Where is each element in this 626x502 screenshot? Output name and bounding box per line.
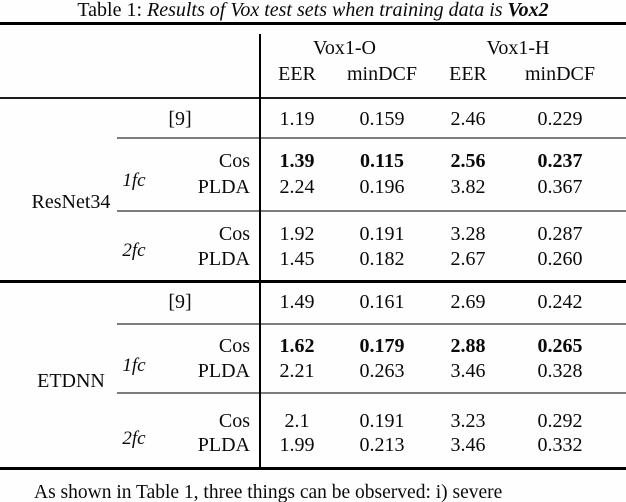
table-row: Cos 2.1 0.191 3.23 0.292 bbox=[0, 408, 626, 434]
table-bottomrule bbox=[0, 467, 626, 470]
table-header-groups: Vox1-O Vox1-H bbox=[0, 35, 626, 61]
metric-value: 0.260 bbox=[537, 248, 583, 270]
method-label: PLDA bbox=[197, 360, 250, 382]
metric-value: 0.287 bbox=[537, 223, 583, 245]
metric-value: 0.191 bbox=[359, 223, 405, 245]
cmidrule bbox=[117, 137, 626, 139]
model-label-resnet34: ResNet34 bbox=[31, 191, 111, 213]
header-rule bbox=[0, 97, 626, 100]
table-row: [9] 1.19 0.159 2.46 0.229 bbox=[0, 106, 626, 132]
table-row: Cos 1.39 0.115 2.56 0.237 bbox=[0, 148, 626, 174]
method-label: Cos bbox=[218, 150, 250, 172]
method-label: Cos bbox=[218, 410, 250, 432]
metric-value: 3.28 bbox=[450, 223, 486, 245]
metric-value: 0.229 bbox=[537, 108, 583, 130]
metric-value: 2.24 bbox=[279, 176, 315, 198]
metric-value: 1.49 bbox=[279, 291, 315, 313]
metric-value: 3.82 bbox=[450, 176, 486, 198]
metric-value: 2.21 bbox=[279, 360, 315, 382]
table-row: PLDA 2.21 0.263 3.46 0.328 bbox=[0, 358, 626, 384]
metric-value: 2.1 bbox=[284, 410, 310, 432]
metric-value: 0.263 bbox=[359, 360, 405, 382]
table-caption: Table 1: Results of Vox test sets when t… bbox=[0, 0, 626, 22]
metric-value: 0.191 bbox=[359, 410, 405, 432]
cmidrule bbox=[117, 210, 626, 212]
metric-value: 1.19 bbox=[279, 108, 315, 130]
metric-value: 2.56 bbox=[450, 150, 486, 172]
method-label: Cos bbox=[218, 223, 250, 245]
metric-value: 0.161 bbox=[359, 291, 405, 313]
metric-value: 0.292 bbox=[537, 410, 583, 432]
metric-value: 2.88 bbox=[450, 335, 486, 357]
column-divider bbox=[259, 34, 261, 467]
fc-label: 2fc bbox=[122, 428, 146, 449]
method-label: Cos bbox=[218, 335, 250, 357]
cmidrule bbox=[117, 323, 626, 325]
metric-value: 0.237 bbox=[537, 150, 583, 172]
metric-value: 1.39 bbox=[279, 150, 315, 172]
fc-label: 1fc bbox=[122, 170, 146, 191]
method-label: PLDA bbox=[197, 434, 250, 456]
metric-header: minDCF bbox=[346, 63, 418, 85]
caption-label: Table 1: bbox=[77, 0, 142, 21]
metric-value: 3.46 bbox=[450, 434, 486, 456]
metric-value: 3.23 bbox=[450, 410, 486, 432]
metric-value: 2.69 bbox=[450, 291, 486, 313]
table-toprule bbox=[0, 22, 626, 25]
metric-value: 2.46 bbox=[450, 108, 486, 130]
col-group-vox1h: Vox1-H bbox=[486, 37, 550, 59]
table-header-metrics: EER minDCF EER minDCF bbox=[0, 61, 626, 87]
section-rule bbox=[0, 280, 626, 283]
fc-label: 1fc bbox=[122, 355, 146, 376]
metric-value: 1.62 bbox=[279, 335, 315, 357]
metric-value: 0.332 bbox=[537, 434, 583, 456]
metric-value: 0.196 bbox=[359, 176, 405, 198]
method-label: PLDA bbox=[197, 248, 250, 270]
body-paragraph: As shown in Table 1, three things can be… bbox=[34, 482, 503, 502]
metric-value: 0.115 bbox=[360, 150, 404, 172]
metric-value: 3.46 bbox=[450, 360, 486, 382]
table-row: PLDA 2.24 0.196 3.82 0.367 bbox=[0, 174, 626, 200]
table-row: PLDA 1.45 0.182 2.67 0.260 bbox=[0, 246, 626, 272]
metric-header: minDCF bbox=[524, 63, 596, 85]
metric-value: 0.367 bbox=[537, 176, 583, 198]
table-row: Cos 1.62 0.179 2.88 0.265 bbox=[0, 333, 626, 359]
table-row: [9] 1.49 0.161 2.69 0.242 bbox=[0, 289, 626, 315]
fc-label: 2fc bbox=[122, 240, 146, 261]
metric-value: 1.92 bbox=[279, 223, 315, 245]
metric-header: EER bbox=[449, 63, 487, 85]
cmidrule bbox=[117, 392, 626, 394]
metric-value: 0.328 bbox=[537, 360, 583, 382]
metric-value: 0.179 bbox=[359, 335, 405, 357]
citation-ref: [9] bbox=[168, 291, 192, 313]
metric-value: 1.45 bbox=[279, 248, 315, 270]
metric-value: 0.242 bbox=[537, 291, 583, 313]
citation-ref: [9] bbox=[168, 108, 192, 130]
metric-value: 0.159 bbox=[359, 108, 405, 130]
metric-value: 1.99 bbox=[279, 434, 315, 456]
table-row: Cos 1.92 0.191 3.28 0.287 bbox=[0, 221, 626, 247]
caption-emphasis: Vox2 bbox=[507, 0, 549, 21]
metric-value: 0.182 bbox=[359, 248, 405, 270]
metric-value: 0.265 bbox=[537, 335, 583, 357]
method-label: PLDA bbox=[197, 176, 250, 198]
col-group-vox1o: Vox1-O bbox=[313, 37, 376, 59]
model-label-etdnn: ETDNN bbox=[37, 370, 105, 392]
caption-text: Results of Vox test sets when training d… bbox=[147, 0, 503, 21]
metric-header: EER bbox=[278, 63, 316, 85]
metric-value: 0.213 bbox=[359, 434, 405, 456]
table-row: PLDA 1.99 0.213 3.46 0.332 bbox=[0, 432, 626, 458]
metric-value: 2.67 bbox=[450, 248, 486, 270]
